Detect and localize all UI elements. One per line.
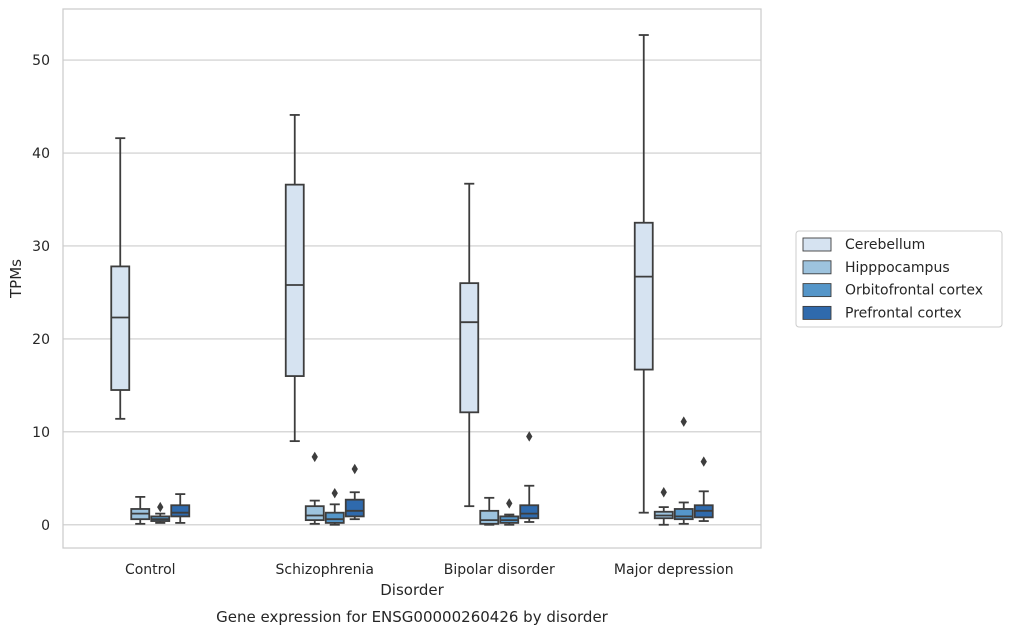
box-cerebellum bbox=[284, 114, 305, 443]
y-axis-ticks: 0 10 20 30 40 50 bbox=[32, 53, 50, 534]
legend-label: Hipppocampus bbox=[845, 260, 950, 276]
legend: Cerebellum Hipppocampus Orbitofrontal cort… bbox=[795, 230, 1003, 328]
legend-swatch bbox=[802, 260, 832, 275]
box-orbitofrontal-cortex bbox=[673, 416, 694, 525]
box-hipppocampus bbox=[653, 487, 674, 526]
box-orbitofrontal-cortex bbox=[499, 498, 520, 526]
legend-label: Orbitofrontal cortex bbox=[845, 283, 983, 299]
y-tick-label: 40 bbox=[32, 146, 50, 162]
y-tick-label: 30 bbox=[32, 239, 50, 255]
x-axis-label: Disorder bbox=[380, 581, 444, 599]
y-tick-label: 0 bbox=[41, 518, 50, 534]
x-tick-label: Bipolar disorder bbox=[444, 562, 555, 578]
box-iqr bbox=[673, 508, 694, 521]
outlier-point bbox=[311, 451, 318, 463]
x-tick-label: Control bbox=[125, 562, 176, 578]
box-prefrontal-cortex bbox=[519, 431, 540, 523]
y-tick-label: 50 bbox=[32, 53, 50, 69]
legend-label: Prefrontal cortex bbox=[845, 305, 962, 321]
box-orbitofrontal-cortex bbox=[150, 501, 171, 524]
box-iqr bbox=[284, 183, 305, 377]
box-prefrontal-cortex bbox=[693, 456, 714, 522]
box-hipppocampus bbox=[479, 496, 500, 526]
box-prefrontal-cortex bbox=[170, 493, 191, 524]
outlier-point bbox=[506, 498, 513, 509]
box-hipppocampus bbox=[304, 451, 325, 525]
box-iqr bbox=[110, 265, 131, 391]
y-axis-label: TPMs bbox=[7, 259, 25, 299]
box-iqr bbox=[304, 505, 325, 522]
y-gridlines bbox=[63, 59, 761, 526]
box-cerebellum bbox=[459, 182, 480, 508]
y-tick-label: 20 bbox=[32, 332, 50, 348]
box-hipppocampus bbox=[130, 495, 151, 525]
outlier-point bbox=[157, 501, 164, 513]
x-tick-label: Major depression bbox=[614, 562, 734, 578]
box-groups bbox=[110, 34, 714, 526]
box-iqr bbox=[479, 509, 500, 525]
legend-swatch bbox=[802, 305, 832, 320]
box-cerebellum bbox=[110, 137, 131, 420]
chart-caption: Gene expression for ENSG00000260426 by d… bbox=[216, 608, 609, 626]
legend-swatch bbox=[802, 283, 832, 298]
outlier-point bbox=[331, 487, 338, 499]
box-cerebellum bbox=[633, 34, 654, 514]
box-iqr bbox=[170, 504, 191, 518]
box-orbitofrontal-cortex bbox=[324, 487, 345, 526]
box-iqr bbox=[459, 282, 480, 414]
box-prefrontal-cortex bbox=[344, 463, 365, 521]
plot-area-frame bbox=[62, 8, 762, 549]
y-tick-label: 10 bbox=[32, 425, 50, 441]
box-iqr bbox=[324, 511, 345, 524]
outlier-point bbox=[526, 431, 533, 442]
box-iqr bbox=[519, 504, 540, 520]
outlier-point bbox=[660, 487, 667, 498]
outlier-point bbox=[700, 456, 707, 467]
outlier-point bbox=[351, 463, 358, 475]
legend-frame bbox=[795, 230, 1003, 328]
box-iqr bbox=[344, 498, 365, 518]
outlier-point bbox=[680, 416, 687, 427]
box-iqr bbox=[633, 221, 654, 371]
legend-label: Cerebellum bbox=[845, 237, 925, 253]
x-axis-ticks: Control Schizophrenia Bipolar disorder Majo… bbox=[125, 562, 734, 578]
legend-swatch bbox=[802, 237, 832, 252]
x-tick-label: Schizophrenia bbox=[276, 562, 374, 578]
